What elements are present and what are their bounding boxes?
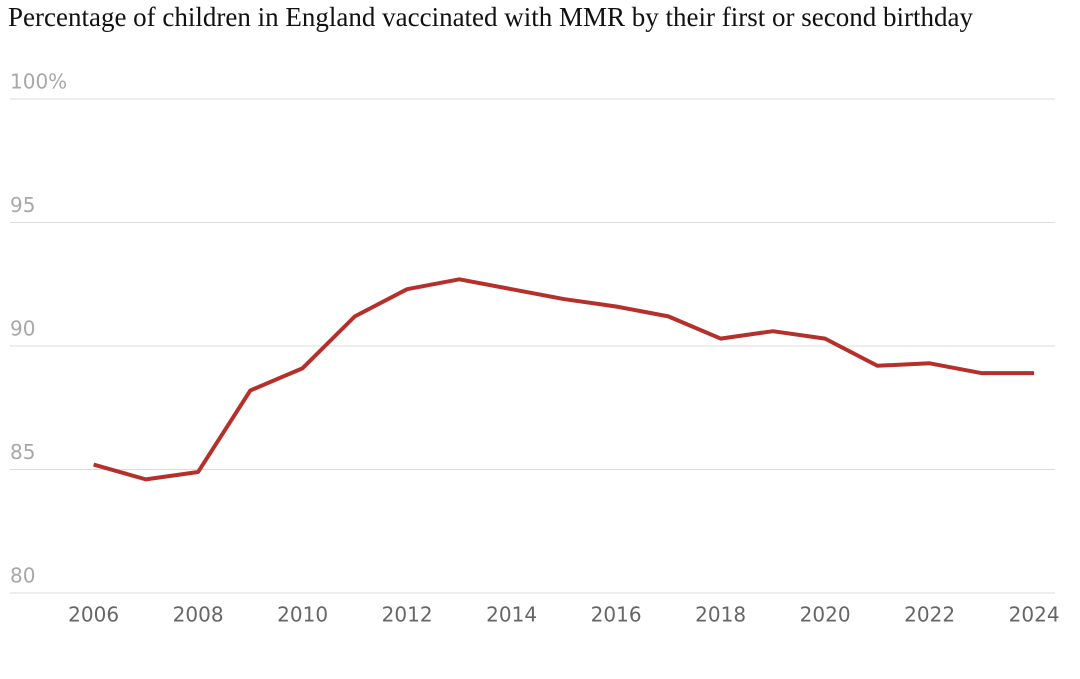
x-tick-label: 2024 <box>1009 603 1060 627</box>
y-tick-label: 90 <box>10 317 35 341</box>
chart-title: Percentage of children in England vaccin… <box>8 2 973 32</box>
x-tick-label: 2008 <box>173 603 224 627</box>
y-tick-label: 80 <box>10 564 35 588</box>
x-tick-label: 2022 <box>904 603 955 627</box>
x-tick-label: 2012 <box>382 603 433 627</box>
y-tick-label: 95 <box>10 193 35 217</box>
y-tick-label: 100% <box>10 70 67 94</box>
x-tick-label: 2006 <box>68 603 119 627</box>
x-tick-label: 2010 <box>277 603 328 627</box>
x-tick-label: 2018 <box>695 603 746 627</box>
x-tick-label: 2020 <box>800 603 851 627</box>
data-line <box>93 277 1035 482</box>
x-tick-label: 2016 <box>591 603 642 627</box>
x-tick-label: 2014 <box>486 603 537 627</box>
y-tick-label: 85 <box>10 440 35 464</box>
